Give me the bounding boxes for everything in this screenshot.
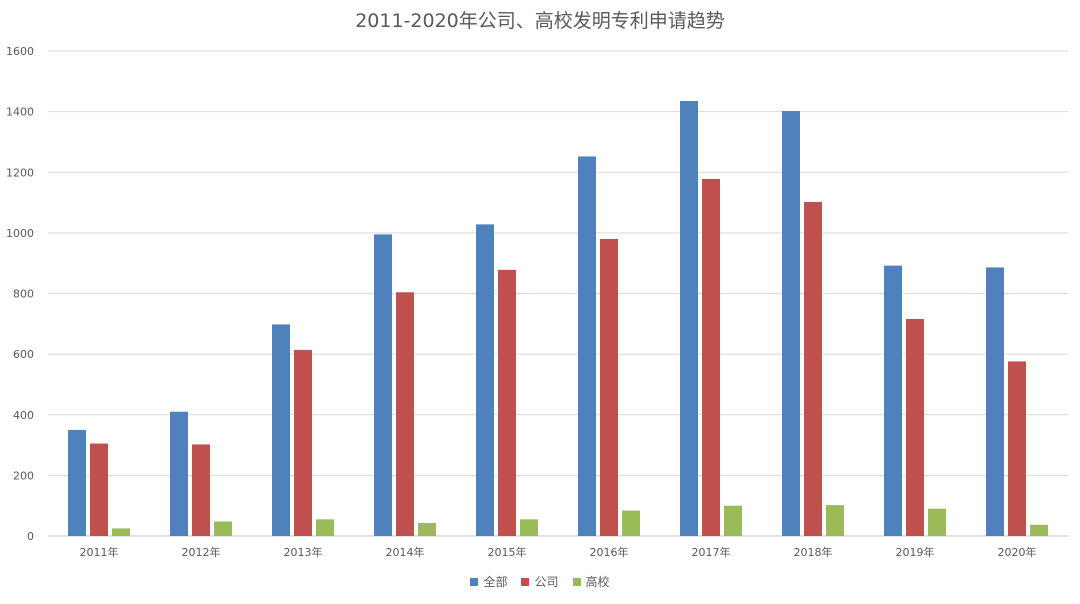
x-tick-label: 2014年	[386, 545, 425, 559]
y-tick-label: 1000	[6, 227, 34, 240]
bar-3-5	[520, 519, 538, 536]
bar-2-9	[906, 318, 924, 536]
x-tick-label: 2019年	[896, 545, 935, 559]
bar-1-2	[170, 411, 188, 536]
bar-3-4	[418, 522, 436, 536]
bar-1-4	[374, 234, 392, 536]
y-tick-label: 1200	[6, 166, 34, 179]
y-tick-label: 400	[13, 409, 34, 422]
y-tick-label: 800	[13, 288, 34, 301]
bar-3-8	[826, 505, 844, 536]
bar-3-6	[622, 510, 640, 536]
bar-1-8	[782, 111, 800, 537]
bar-3-9	[928, 508, 946, 536]
bar-1-6	[578, 156, 596, 537]
legend-item: 公司	[521, 573, 559, 590]
legend-swatch	[470, 577, 479, 586]
bar-2-6	[600, 238, 618, 536]
x-tick-label: 2020年	[998, 545, 1037, 559]
legend: 全部 公司 高校	[0, 573, 1080, 590]
y-tick-label: 600	[13, 348, 34, 361]
x-tick-label: 2017年	[692, 545, 731, 559]
bar-1-10	[986, 267, 1004, 536]
legend-swatch	[572, 577, 581, 586]
bar-2-8	[804, 201, 822, 537]
x-tick-label: 2018年	[794, 545, 833, 559]
y-tick-label: 200	[13, 469, 34, 482]
legend-swatch	[521, 577, 530, 586]
bar-3-10	[1030, 524, 1048, 536]
x-tick-label: 2016年	[590, 545, 629, 559]
y-tick-label: 1400	[6, 106, 34, 119]
bar-2-4	[396, 292, 414, 536]
bar-1-1	[68, 429, 86, 536]
bar-2-1	[90, 443, 108, 536]
bar-1-9	[884, 265, 902, 536]
x-tick-label: 2013年	[284, 545, 323, 559]
bar-3-1	[112, 528, 130, 536]
bar-2-10	[1008, 361, 1026, 536]
x-tick-label: 2012年	[182, 545, 221, 559]
x-tick-label: 2011年	[80, 545, 119, 559]
chart-title: 2011-2020年公司、高校发明专利申请趋势	[355, 10, 725, 32]
bar-3-2	[214, 521, 232, 536]
bar-2-5	[498, 269, 516, 536]
bar-1-3	[272, 324, 290, 536]
bar-1-7	[680, 101, 698, 536]
legend-item: 高校	[572, 573, 610, 590]
bar-3-7	[724, 505, 742, 536]
bar-3-3	[316, 519, 334, 536]
legend-label: 高校	[585, 575, 610, 589]
y-tick-label: 0	[27, 530, 34, 543]
bar-2-3	[294, 349, 312, 536]
y-tick-label: 1600	[6, 45, 34, 58]
legend-label: 公司	[534, 575, 559, 589]
x-tick-label: 2015年	[488, 545, 527, 559]
bar-2-2	[192, 444, 210, 536]
legend-item: 全部	[470, 573, 507, 590]
bar-1-5	[476, 224, 494, 536]
legend-label: 全部	[483, 575, 508, 589]
bar-2-7	[702, 178, 720, 536]
